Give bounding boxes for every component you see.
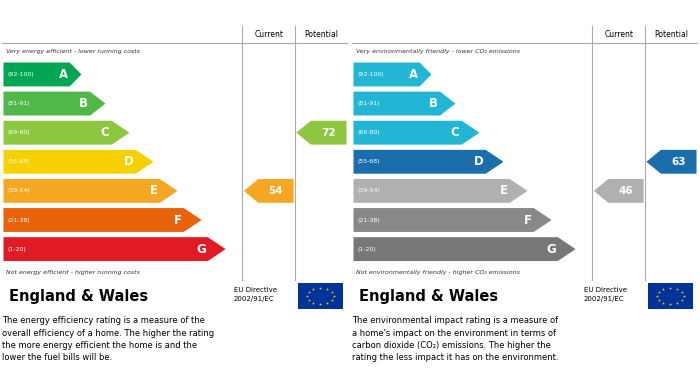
Text: (1-20): (1-20) [358, 247, 377, 251]
Text: EU Directive
2002/91/EC: EU Directive 2002/91/EC [234, 287, 276, 301]
Text: (21-38): (21-38) [8, 217, 30, 222]
Text: (1-20): (1-20) [8, 247, 27, 251]
Text: Current: Current [604, 30, 634, 39]
Polygon shape [4, 121, 130, 145]
Text: 46: 46 [619, 186, 634, 196]
Polygon shape [354, 63, 431, 86]
Polygon shape [594, 179, 643, 203]
Polygon shape [4, 63, 81, 86]
Text: E: E [150, 185, 158, 197]
Text: (39-54): (39-54) [8, 188, 31, 194]
Text: Potential: Potential [304, 30, 338, 39]
Text: (69-80): (69-80) [358, 130, 380, 135]
Text: G: G [196, 242, 206, 256]
Polygon shape [354, 150, 503, 174]
Polygon shape [4, 237, 225, 261]
Text: Very environmentally friendly - lower CO₂ emissions: Very environmentally friendly - lower CO… [356, 49, 519, 54]
Polygon shape [4, 208, 202, 232]
Text: Environmental Impact (CO₂) Rating: Environmental Impact (CO₂) Rating [359, 7, 592, 20]
Text: (39-54): (39-54) [358, 188, 381, 194]
Text: F: F [174, 213, 182, 226]
Polygon shape [4, 91, 106, 115]
Text: (55-68): (55-68) [8, 159, 30, 164]
Text: D: D [474, 155, 484, 168]
Text: A: A [409, 68, 418, 81]
Text: Very energy efficient - lower running costs: Very energy efficient - lower running co… [6, 49, 139, 54]
Text: 54: 54 [269, 186, 284, 196]
Text: C: C [101, 126, 110, 139]
Bar [648, 283, 693, 308]
Text: Not environmentally friendly - higher CO₂ emissions: Not environmentally friendly - higher CO… [356, 270, 519, 275]
Polygon shape [354, 208, 552, 232]
Polygon shape [646, 150, 696, 174]
Polygon shape [354, 91, 456, 115]
Text: A: A [59, 68, 68, 81]
Polygon shape [354, 121, 480, 145]
Text: B: B [429, 97, 438, 110]
Text: G: G [546, 242, 556, 256]
Text: (92-100): (92-100) [8, 72, 34, 77]
Text: D: D [124, 155, 134, 168]
Text: EU Directive
2002/91/EC: EU Directive 2002/91/EC [584, 287, 626, 301]
Text: England & Wales: England & Wales [9, 289, 148, 303]
Text: (69-80): (69-80) [8, 130, 30, 135]
Text: (92-100): (92-100) [358, 72, 384, 77]
Text: The energy efficiency rating is a measure of the
overall efficiency of a home. T: The energy efficiency rating is a measur… [2, 316, 214, 362]
Text: B: B [79, 97, 88, 110]
Text: (81-91): (81-91) [8, 101, 30, 106]
Text: (21-38): (21-38) [358, 217, 380, 222]
Polygon shape [296, 121, 346, 145]
Polygon shape [244, 179, 293, 203]
Polygon shape [354, 179, 528, 203]
Text: Energy Efficiency Rating: Energy Efficiency Rating [9, 7, 171, 20]
Text: England & Wales: England & Wales [359, 289, 498, 303]
Text: C: C [451, 126, 460, 139]
Text: E: E [500, 185, 507, 197]
Text: Current: Current [254, 30, 284, 39]
Text: 72: 72 [321, 128, 336, 138]
Text: The environmental impact rating is a measure of
a home's impact on the environme: The environmental impact rating is a mea… [352, 316, 559, 362]
Text: 63: 63 [671, 157, 686, 167]
Text: (55-68): (55-68) [358, 159, 380, 164]
Text: F: F [524, 213, 532, 226]
Polygon shape [354, 237, 575, 261]
Bar [298, 283, 343, 308]
Polygon shape [4, 150, 153, 174]
Text: Not energy efficient - higher running costs: Not energy efficient - higher running co… [6, 270, 139, 275]
Polygon shape [4, 179, 178, 203]
Text: Potential: Potential [654, 30, 688, 39]
Text: (81-91): (81-91) [358, 101, 380, 106]
